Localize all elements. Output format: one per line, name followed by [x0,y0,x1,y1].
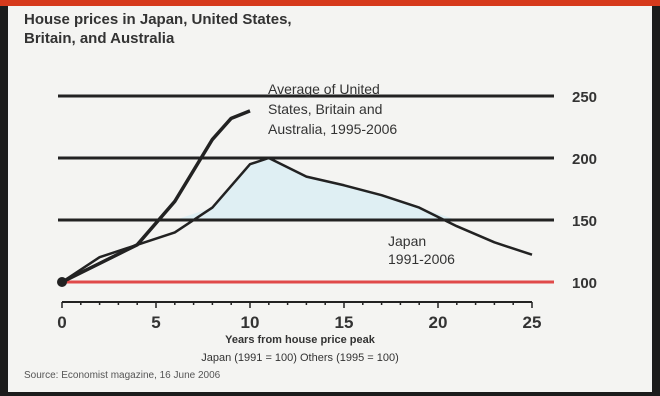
x-tick-label: 20 [429,313,448,332]
annotation-line: Average of United [268,81,380,97]
x-tick-label: 5 [151,313,160,332]
y-tick-label: 250 [572,89,597,106]
x-tick-label: 25 [523,313,542,332]
y-tick-label: 150 [572,213,597,230]
x-tick-label: 10 [241,313,260,332]
chart-title: House prices in Japan, United States, Br… [24,11,292,47]
x-tick-label: 15 [335,313,354,332]
series-start-marker [57,277,67,287]
y-tick-label: 100 [572,275,597,292]
annotation-japan-series: Japan 1991-2006 [388,233,455,267]
gridlines [58,94,554,222]
x-axis-label: Years from house price peak [225,334,376,346]
series-line-average [61,109,251,284]
series-line-japan [61,156,533,284]
top-accent-bar [0,0,660,6]
annotation-line: States, Britain and [268,101,382,117]
annotation-line: 1991-2006 [388,251,455,267]
x-axis: 0 5 10 15 20 25 [57,301,542,332]
chart-shaded-area [62,158,532,220]
annotation-line: Japan [388,233,426,249]
annotation-line: Australia, 1995-2006 [268,121,397,137]
series-layer [57,109,533,287]
annotation-average-series: Average of United States, Britain and Aust… [268,81,397,137]
x-tick-label: 0 [57,313,66,332]
y-tick-label: 200 [572,151,597,168]
y-axis-ticks: 100 150 200 250 [572,89,597,292]
source-note: Source: Economist magazine, 16 June 2006 [24,370,221,381]
x-axis-note: Japan (1991 = 100) Others (1995 = 100) [201,352,399,364]
